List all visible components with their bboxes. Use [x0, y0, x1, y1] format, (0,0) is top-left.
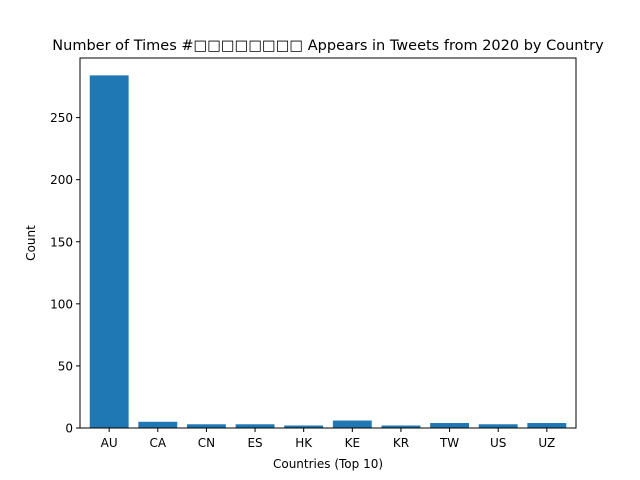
plot-frame [79, 57, 577, 429]
x-tick-label: AU [101, 436, 118, 450]
y-tick-label: 100 [50, 297, 73, 311]
y-tick-label: 50 [58, 359, 73, 373]
y-tick-label: 200 [50, 173, 73, 187]
x-axis-ticks: AU CA CN ES HK KE KR TW US UZ [101, 428, 555, 450]
y-axis-label: Count [24, 225, 38, 261]
bar-es [235, 424, 275, 428]
bar-hk [284, 425, 324, 428]
y-axis-ticks: 0 50 100 150 200 250 [50, 111, 80, 436]
x-tick-label: CA [150, 436, 167, 450]
bar-uz [527, 423, 567, 428]
x-axis-label: Countries (Top 10) [273, 457, 383, 471]
x-tick-label: TW [439, 436, 459, 450]
bars-group [89, 75, 567, 428]
x-tick-label: UZ [538, 436, 555, 450]
x-tick-label: US [490, 436, 506, 450]
bar-au [89, 75, 129, 428]
bar-kr [381, 425, 421, 428]
bar-cn [186, 424, 226, 428]
chart-title: Number of Times #□□□□□□□□ Appears in Twe… [52, 38, 604, 54]
x-tick-label: KE [345, 436, 360, 450]
x-tick-label: KR [393, 436, 409, 450]
y-tick-label: 250 [50, 111, 73, 125]
x-tick-label: CN [198, 436, 215, 450]
y-tick-label: 0 [65, 422, 73, 436]
bar-us [478, 424, 518, 428]
bar-ca [138, 421, 178, 428]
plot-background [80, 58, 576, 428]
bar-ke [332, 420, 372, 428]
x-tick-label: ES [247, 436, 262, 450]
y-tick-label: 150 [50, 235, 73, 249]
x-tick-label: HK [295, 436, 313, 450]
bar-tw [430, 423, 470, 428]
